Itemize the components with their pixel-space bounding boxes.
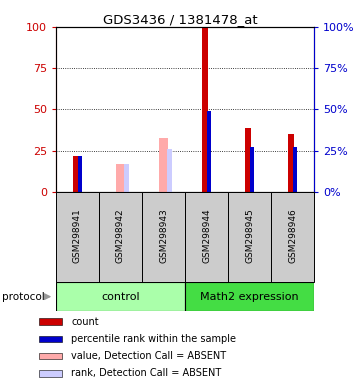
Bar xyxy=(78,156,82,192)
Bar xyxy=(39,336,61,342)
Bar xyxy=(142,192,185,282)
Text: Math2 expression: Math2 expression xyxy=(200,291,299,302)
Text: GSM298943: GSM298943 xyxy=(159,208,168,263)
Bar xyxy=(228,192,271,282)
Text: GSM298944: GSM298944 xyxy=(202,208,211,263)
Text: protocol: protocol xyxy=(2,291,44,302)
Text: GSM298941: GSM298941 xyxy=(73,208,82,263)
Bar xyxy=(185,282,314,311)
Text: GSM298946: GSM298946 xyxy=(288,208,297,263)
Text: percentile rank within the sample: percentile rank within the sample xyxy=(71,334,236,344)
Bar xyxy=(288,134,293,192)
Text: value, Detection Call = ABSENT: value, Detection Call = ABSENT xyxy=(71,351,226,361)
Text: count: count xyxy=(71,316,99,327)
Bar xyxy=(56,282,185,311)
Text: rank, Detection Call = ABSENT: rank, Detection Call = ABSENT xyxy=(71,368,221,379)
Bar xyxy=(207,111,211,192)
Bar xyxy=(99,192,142,282)
Bar xyxy=(39,318,61,325)
Bar xyxy=(116,164,125,192)
Bar xyxy=(124,164,129,192)
Bar xyxy=(168,149,172,192)
Text: GSM298945: GSM298945 xyxy=(245,208,254,263)
Text: control: control xyxy=(101,291,140,302)
Bar xyxy=(159,137,168,192)
Bar xyxy=(39,353,61,359)
Bar xyxy=(56,192,99,282)
Bar xyxy=(73,156,79,192)
Text: GDS3436 / 1381478_at: GDS3436 / 1381478_at xyxy=(103,13,258,26)
Bar xyxy=(293,147,297,192)
Bar xyxy=(271,192,314,282)
Bar xyxy=(185,192,228,282)
Bar xyxy=(39,370,61,377)
Text: GSM298942: GSM298942 xyxy=(116,208,125,263)
Bar xyxy=(250,147,254,192)
Bar xyxy=(202,27,208,192)
Bar xyxy=(245,127,251,192)
